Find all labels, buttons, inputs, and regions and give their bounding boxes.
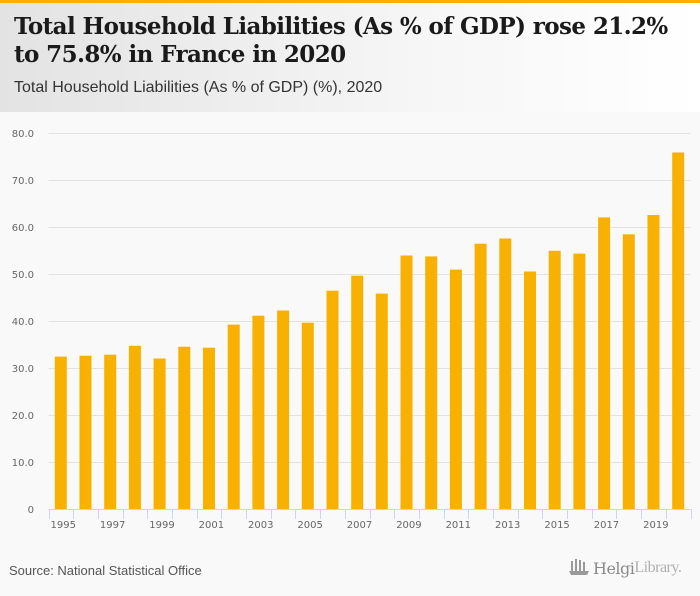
bar-2000[interactable] bbox=[178, 346, 191, 509]
x-tick-label: 1997 bbox=[100, 520, 125, 531]
bar-2006[interactable] bbox=[326, 290, 339, 509]
x-tick-label: 2017 bbox=[594, 520, 619, 531]
bar-2012[interactable] bbox=[474, 243, 487, 509]
bar-2003[interactable] bbox=[252, 315, 265, 509]
bar-1997[interactable] bbox=[104, 354, 117, 509]
y-axis-ticks: 0 10.0 20.0 30.0 40.0 50.0 60.0 70.0 80.0 bbox=[12, 129, 34, 516]
x-axis: 1995 1997 1999 2001 2003 2005 2007 2009 2011 2013… bbox=[48, 509, 692, 531]
bar-2020[interactable] bbox=[672, 152, 685, 510]
y-tick-label: 20.0 bbox=[12, 411, 34, 422]
gridlines bbox=[48, 133, 691, 463]
x-tick-label: 2009 bbox=[396, 520, 421, 531]
bar-2011[interactable] bbox=[449, 269, 462, 509]
y-tick-label: 0 bbox=[28, 505, 34, 516]
y-tick-label: 50.0 bbox=[12, 270, 34, 281]
x-tick-label: 2007 bbox=[347, 520, 372, 531]
source-note: Source: National Statistical Office bbox=[9, 563, 202, 578]
bar-1998[interactable] bbox=[128, 345, 141, 509]
bar-2005[interactable] bbox=[301, 322, 314, 509]
bar-2001[interactable] bbox=[203, 347, 215, 509]
y-tick-label: 80.0 bbox=[12, 129, 34, 140]
bar-2010[interactable] bbox=[425, 256, 438, 509]
x-tick-label: 2013 bbox=[495, 520, 520, 531]
bar-2016[interactable] bbox=[573, 253, 586, 509]
chart-title: Total Household Liabilities (As % of GDP… bbox=[14, 13, 668, 68]
helgi-library-logo-icon bbox=[569, 559, 589, 575]
bar-2015[interactable] bbox=[548, 250, 561, 510]
bar-1996[interactable] bbox=[79, 355, 92, 509]
bar-2018[interactable] bbox=[622, 234, 635, 510]
logo-text-light: Library. bbox=[634, 559, 682, 576]
x-tick-label: 1995 bbox=[51, 520, 76, 531]
x-tick-label: 1999 bbox=[149, 520, 174, 531]
x-tick-label: 2003 bbox=[248, 520, 273, 531]
x-tick-label: 2019 bbox=[643, 520, 668, 531]
chart-subtitle: Total Household Liabilities (As % of GDP… bbox=[14, 79, 383, 96]
y-tick-label: 30.0 bbox=[12, 364, 34, 375]
bar-2007[interactable] bbox=[351, 275, 364, 509]
chart-header bbox=[0, 3, 700, 112]
y-tick-label: 60.0 bbox=[12, 223, 34, 234]
bar-2017[interactable] bbox=[598, 217, 611, 509]
bar-2014[interactable] bbox=[524, 271, 536, 510]
y-tick-label: 70.0 bbox=[12, 176, 34, 187]
y-tick-label: 40.0 bbox=[12, 317, 34, 328]
bars bbox=[54, 152, 685, 510]
bar-2013[interactable] bbox=[499, 238, 512, 510]
bar-2008[interactable] bbox=[375, 293, 388, 509]
bar-2019[interactable] bbox=[647, 215, 660, 509]
bar-1999[interactable] bbox=[153, 358, 166, 510]
x-tick-label: 2005 bbox=[297, 520, 322, 531]
bar-2009[interactable] bbox=[400, 255, 413, 510]
y-tick-label: 10.0 bbox=[12, 458, 34, 469]
x-tick-label: 2015 bbox=[544, 520, 569, 531]
helgi-library-logo[interactable]: Helgi Library. bbox=[568, 558, 682, 578]
x-tick-label: 2001 bbox=[199, 520, 224, 531]
bar-2004[interactable] bbox=[277, 310, 290, 510]
bar-chart: 010.020.030.040.050.060.070.080.0 1995 19… bbox=[12, 129, 692, 531]
x-tick-label: 2011 bbox=[446, 520, 471, 531]
top-accent-bar bbox=[0, 0, 700, 3]
bar-1995[interactable] bbox=[54, 356, 67, 509]
logo-text-bold: Helgi bbox=[593, 558, 635, 578]
bar-2002[interactable] bbox=[227, 324, 240, 509]
